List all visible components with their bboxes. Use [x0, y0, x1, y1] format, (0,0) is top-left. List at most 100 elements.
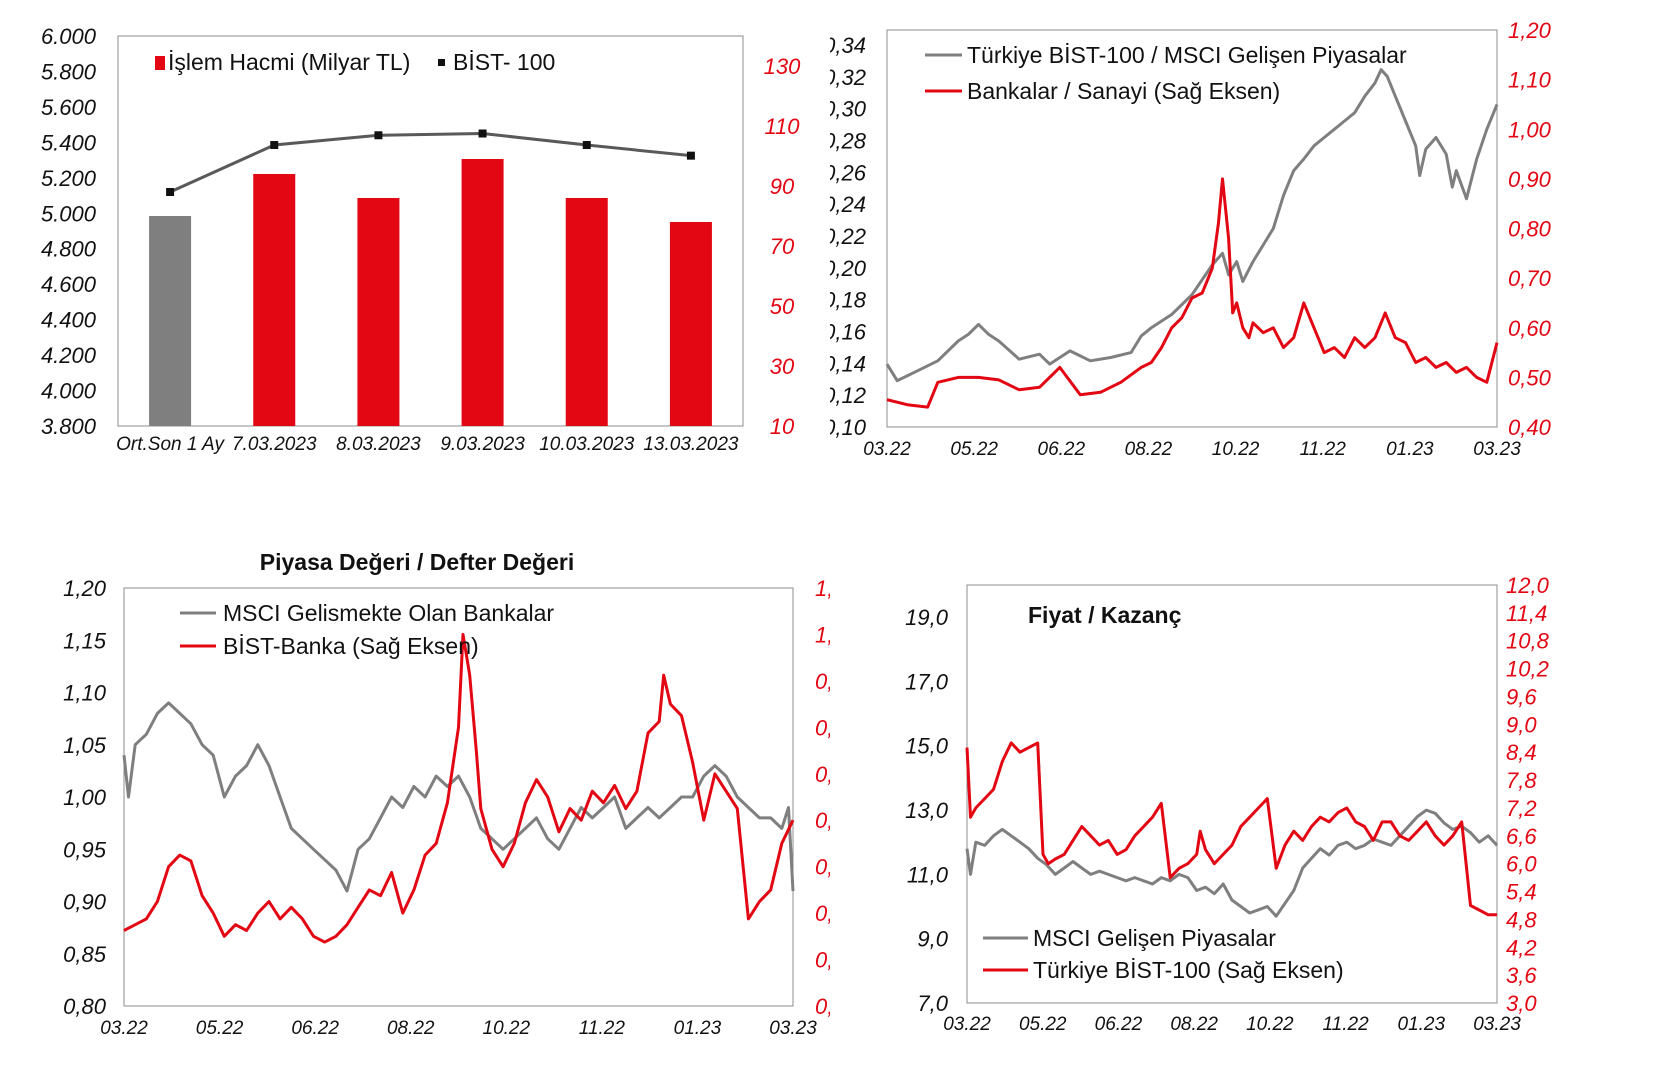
y-tick-right: 1,02	[815, 622, 830, 647]
volume-bar	[461, 159, 504, 426]
y-tick-right: 0,90	[1508, 167, 1552, 192]
y-tick-left: 0,10	[830, 415, 867, 440]
y-tick-left: 0,80	[63, 994, 107, 1019]
y-tick-right: 0,80	[1508, 217, 1552, 242]
y-tick-right: 0,46	[815, 948, 830, 973]
y-tick-right: 11,4	[1506, 601, 1547, 626]
y-tick-left: 7,0	[917, 991, 948, 1016]
y-tick-right: 6,6	[1506, 824, 1537, 849]
y-tick-left: 15,0	[905, 734, 949, 759]
x-date-label: 11.22	[579, 1018, 626, 1039]
x-category-label: 10.03.2023	[539, 434, 635, 455]
pd-dd-title: Piyasa Değeri / Defter Değeri	[260, 549, 574, 575]
y-tick-right: 0,38	[815, 994, 830, 1019]
x-date-label: 10.22	[483, 1018, 531, 1039]
x-date-label: 08.22	[1125, 439, 1173, 460]
x-date-label: 03.22	[863, 439, 911, 460]
y-tick-right: 9,0	[1506, 712, 1537, 737]
bist-msci-plot-frame	[886, 29, 1498, 428]
legend-volume-label: İşlem Hacmi (Milyar TL)	[168, 49, 410, 75]
y-tick-left: 1,10	[63, 681, 107, 706]
volume-chart-panel: 6.000 5.800 5.600 5.400 5.200 5.000 4.800 4.600…	[0, 0, 820, 500]
y-tick-left: 5.600	[41, 95, 97, 120]
y-tick-right: 6,0	[1506, 852, 1537, 877]
y-tick-left: 0,18	[830, 288, 867, 313]
fk-chart-svg: Fiyat / Kazanç 19,0 17,0 15,0 13,0 11,0 9,0 7,…	[905, 573, 1550, 1035]
y-tick-left: 0,24	[830, 192, 866, 217]
y-tick-right: 90	[770, 174, 795, 199]
legend-bist-banka-label: BİST-Banka (Sağ Eksen)	[223, 633, 479, 659]
y-tick-right: 0,40	[1508, 415, 1552, 440]
y-tick-left: 3.800	[41, 414, 97, 439]
bist-msci-ratio-line	[885, 68, 1499, 383]
y-tick-left: 17,0	[905, 669, 949, 694]
x-date-label: 03.23	[1473, 439, 1521, 460]
y-tick-left: 0,32	[830, 65, 866, 90]
y-tick-left: 0,34	[830, 33, 866, 58]
x-date-label: 11.22	[1300, 439, 1347, 460]
x-category-label: 13.03.2023	[643, 434, 739, 455]
y-tick-right: 10,2	[1506, 657, 1549, 682]
y-tick-left: 0,16	[830, 320, 867, 345]
bist100-marker	[686, 151, 695, 160]
y-tick-right: 0,50	[1508, 365, 1552, 390]
y-tick-right: 1,10	[1508, 68, 1552, 93]
x-date-label: 01.23	[1386, 439, 1434, 460]
y-tick-left: 4.800	[41, 237, 97, 262]
y-tick-left: 5.000	[41, 201, 97, 226]
y-tick-left: 0,90	[63, 890, 107, 915]
y-tick-left: 0,95	[63, 837, 107, 862]
y-tick-right: 10,8	[1506, 629, 1550, 654]
msci-banks-pb-line	[122, 701, 795, 893]
y-tick-right: 110	[764, 114, 800, 139]
y-tick-left: 0,26	[830, 160, 867, 185]
y-tick-left: 9,0	[917, 927, 948, 952]
fk-chart-panel: Fiyat / Kazanç 19,0 17,0 15,0 13,0 11,0 9,0 7,…	[830, 540, 1676, 1065]
x-date-label: 08.22	[1170, 1014, 1218, 1035]
y-tick-right: 0,86	[815, 715, 830, 740]
volume-chart-svg: 6.000 5.800 5.600 5.400 5.200 5.000 4.800 4.600…	[41, 24, 801, 455]
y-tick-right: 9,6	[1506, 684, 1537, 709]
x-date-label: 01.23	[1398, 1014, 1446, 1035]
bist100-marker	[582, 141, 591, 150]
y-tick-right: 0,94	[815, 669, 830, 694]
legend-line-swatch	[438, 59, 445, 66]
volume-bar	[565, 198, 608, 426]
y-tick-right: 3,6	[1506, 963, 1537, 988]
x-date-label: 06.22	[1095, 1014, 1143, 1035]
y-tick-left: 6.000	[41, 24, 97, 49]
y-tick-left: 13,0	[905, 798, 949, 823]
bist100-marker	[166, 188, 175, 196]
x-category-label: 9.03.2023	[440, 434, 525, 455]
y-tick-right: 8,4	[1506, 740, 1537, 765]
volume-bar	[357, 198, 400, 426]
y-tick-right: 50	[770, 294, 795, 319]
y-tick-left: 1,05	[63, 733, 107, 758]
pd-dd-chart-panel: Piyasa Değeri / Defter Değeri 1,20 1,15 1,…	[0, 540, 858, 1065]
volume-bar	[149, 216, 192, 426]
y-tick-left: 4.000	[41, 379, 97, 404]
x-date-label: 01.23	[674, 1018, 722, 1039]
y-tick-right: 0,62	[815, 855, 830, 880]
volume-plot-frame	[117, 35, 744, 427]
y-tick-right: 1,20	[1508, 18, 1552, 43]
y-tick-right: 1,10	[815, 576, 830, 601]
y-tick-left: 4.400	[41, 308, 97, 333]
x-date-label: 03.22	[100, 1018, 148, 1039]
y-tick-right: 4,8	[1506, 907, 1537, 932]
y-tick-right: 70	[770, 234, 795, 259]
y-tick-left: 4.600	[41, 272, 97, 297]
x-category-label: Ort.Son 1 Ay	[116, 434, 225, 455]
x-date-label: 11.22	[1323, 1014, 1370, 1035]
volume-bar	[253, 174, 296, 426]
y-tick-left: 4.200	[41, 343, 97, 368]
y-tick-right: 0,78	[815, 762, 830, 787]
x-date-label: 05.22	[950, 439, 998, 460]
y-tick-left: 0,20	[830, 256, 867, 281]
y-tick-right: 0,54	[815, 901, 830, 926]
x-date-label: 03.23	[769, 1018, 817, 1039]
legend-bist-label: BİST- 100	[453, 49, 555, 75]
x-date-label: 06.22	[291, 1018, 339, 1039]
y-tick-right: 4,2	[1506, 935, 1537, 960]
banks-industry-line	[886, 177, 1499, 409]
